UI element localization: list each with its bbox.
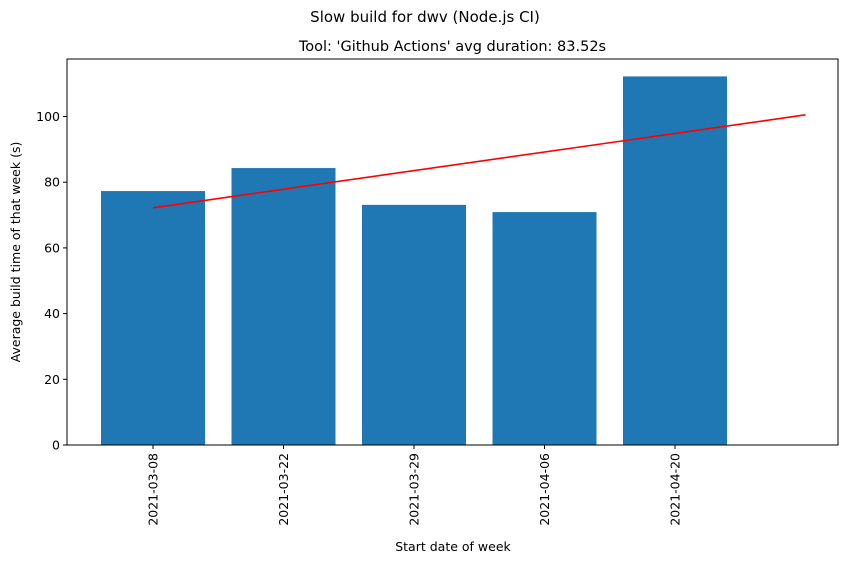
chart-title: Tool: 'Github Actions' avg duration: 83.… [298,39,606,55]
x-tick-label: 2021-03-08 [146,453,161,526]
x-tick-label: 2021-03-22 [276,453,291,526]
x-tick-label: 2021-04-20 [668,453,683,526]
chart-suptitle: Slow build for dwv (Node.js CI) [310,8,540,26]
y-axis-ticks: 0 20 40 60 80 100 [36,109,67,453]
bar-2021-03-29 [362,204,466,445]
y-tick-label: 40 [44,306,60,321]
y-tick-label: 0 [52,438,60,453]
plot-frame [66,58,839,446]
trend-line [152,114,806,209]
bar-2021-03-08 [101,191,205,445]
bar-2021-04-06 [492,212,597,445]
x-axis-ticks: 2021-03-08 2021-03-22 2021-03-29 2021-04-06… [146,445,683,526]
x-axis-label: Start date of week [395,539,511,554]
y-tick-label: 20 [44,372,60,387]
x-tick-label: 2021-03-29 [407,453,422,526]
bars-group [101,76,727,445]
y-tick-label: 100 [36,109,60,124]
y-tick-label: 80 [44,175,60,190]
y-axis-label: Average build time of that week (s) [8,142,23,363]
trend-group [152,114,806,209]
bar-2021-04-20 [623,76,727,445]
x-tick-label: 2021-04-06 [537,453,552,526]
y-tick-label: 60 [44,240,60,255]
bar-2021-03-22 [231,168,336,445]
